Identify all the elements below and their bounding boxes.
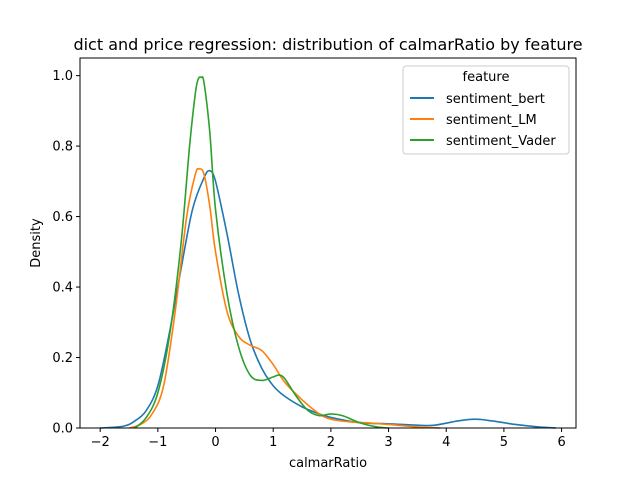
plot-lines [100, 76, 556, 429]
series-line-sentiment-bert [100, 169, 556, 429]
x-tick-label: 5 [500, 435, 508, 450]
x-tick-label: 4 [442, 435, 450, 450]
y-axis-label: Density [29, 218, 44, 268]
x-axis: −2 −1 0 1 2 3 4 5 6 [91, 428, 566, 450]
x-tick-label: 1 [269, 435, 277, 450]
x-tick-label: 0 [211, 435, 219, 450]
legend-box [402, 65, 570, 155]
x-axis-label: calmarRatio [289, 456, 367, 471]
x-tick-label: −2 [91, 435, 110, 450]
series-line-sentiment-vader [134, 76, 389, 429]
legend-title: feature [463, 70, 510, 85]
legend-label-sentiment-lm: sentiment_LM [446, 113, 537, 128]
y-tick-label: 0.8 [52, 140, 73, 155]
legend: feature sentiment_bert sentiment_LM sent… [402, 65, 570, 155]
y-tick-label: 0.2 [52, 351, 73, 366]
x-tick-label: 3 [384, 435, 392, 450]
chart-title: dict and price regression: distribution … [73, 35, 582, 54]
y-tick-label: 1.0 [52, 69, 73, 84]
series-line-sentiment-lm [128, 167, 441, 429]
axes-frame [79, 57, 577, 429]
x-tick-label: −1 [148, 435, 167, 450]
x-tick-label: 6 [557, 435, 565, 450]
legend-label-sentiment-bert: sentiment_bert [446, 92, 545, 107]
legend-label-sentiment-vader: sentiment_Vader [446, 134, 556, 149]
y-tick-label: 0.6 [52, 210, 73, 225]
y-tick-label: 0.4 [52, 281, 73, 296]
y-tick-label: 0.0 [52, 422, 73, 437]
y-axis: 0.0 0.2 0.4 0.6 0.8 1.0 [52, 69, 80, 437]
x-tick-label: 2 [327, 435, 335, 450]
